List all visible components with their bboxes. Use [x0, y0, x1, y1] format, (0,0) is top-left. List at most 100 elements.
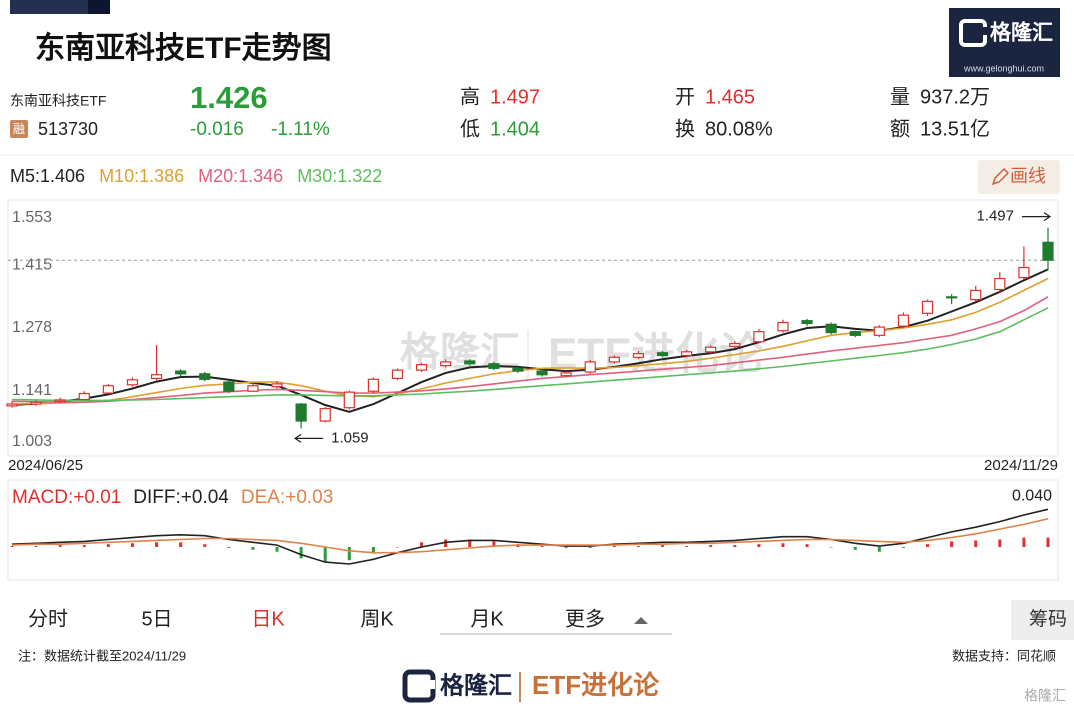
macd-bar	[203, 544, 207, 548]
candle-body	[921, 300, 934, 314]
candle-body	[897, 314, 910, 327]
macd-bar	[299, 547, 303, 559]
candle-body	[464, 360, 476, 365]
legend-entry: MACD:+0.01	[12, 487, 121, 508]
tab[interactable]: 5日	[141, 608, 172, 630]
footer-source: 数据支持：同花顺	[952, 648, 1056, 663]
y-tick-label: 1.278	[12, 319, 52, 336]
macd-bar	[950, 541, 954, 548]
tab[interactable]: 日K	[251, 608, 285, 630]
macd-bar	[155, 542, 159, 548]
annotation: 1.059	[331, 429, 369, 446]
candle-body	[223, 381, 235, 392]
ma-line	[11, 277, 1049, 405]
candle-body	[512, 367, 524, 372]
macd-bar	[709, 545, 713, 548]
macd-panel	[7, 479, 1059, 581]
brand-icon	[421, 680, 435, 689]
price-panel	[7, 199, 1059, 457]
candle-body	[753, 331, 765, 343]
macd-bar	[998, 539, 1002, 548]
legend-entry: M20:1.346	[198, 166, 283, 186]
tab[interactable]: 分时	[28, 607, 68, 630]
ma-line	[11, 296, 1049, 403]
stat-label: 低	[460, 117, 480, 140]
corner-mark: 格隆汇	[1024, 688, 1066, 704]
y-tick-label: 1.003	[12, 433, 52, 450]
annotation-arrowhead	[1043, 212, 1052, 222]
page-title: 东南亚科技ETF走势图	[35, 31, 332, 65]
macd-bar	[685, 546, 689, 548]
x-tick-label: 2024/11/29	[984, 457, 1058, 474]
change-pct: -1.11%	[271, 119, 330, 140]
y-tick-label: 1.141	[12, 382, 52, 399]
macd-bar	[82, 545, 86, 548]
logo-url: www.gelonghui.com	[963, 63, 1044, 73]
candle-body	[150, 374, 163, 380]
candle-body	[6, 403, 18, 407]
candle-body	[175, 370, 187, 375]
candle-body	[30, 401, 42, 405]
macd-bar	[926, 544, 930, 548]
legend-entry: M5:1.406	[10, 166, 85, 186]
stat-label: 量	[890, 86, 910, 108]
chips-button-bg	[1011, 600, 1074, 640]
annotation-arrowhead	[294, 433, 302, 443]
candle-body	[994, 277, 1006, 291]
macd-bar	[853, 547, 857, 550]
price: 1.426	[190, 80, 268, 115]
candle-body	[801, 320, 813, 325]
tab[interactable]: 更多	[565, 607, 605, 630]
chips-button[interactable]: 筹码	[1011, 600, 1074, 640]
macd-bar	[468, 539, 472, 548]
candle-body	[584, 361, 596, 373]
macd-bar	[1046, 537, 1050, 548]
macd-bar	[251, 547, 255, 550]
ma-line	[11, 307, 1049, 402]
draw-button[interactable]: 画线	[978, 160, 1060, 194]
macd-bar	[974, 540, 978, 548]
macd-bar	[588, 547, 592, 548]
candle-body	[946, 296, 958, 299]
candle-body	[199, 373, 211, 380]
candle-body	[78, 392, 90, 401]
macd-line	[11, 518, 1049, 554]
macd-bar	[492, 541, 496, 548]
candle-body	[367, 378, 379, 392]
logo-icon	[975, 27, 987, 35]
macd-bar	[58, 545, 62, 548]
draw-button-bg	[978, 160, 1060, 194]
stat-value: 80.08%	[705, 118, 773, 140]
logo-text: 格隆汇	[990, 21, 1053, 45]
pencil-icon	[991, 167, 1010, 186]
macd-bar	[661, 545, 665, 548]
macd-bar	[781, 543, 785, 548]
macd-bar	[757, 544, 761, 548]
macd-bar	[901, 547, 905, 548]
badge: 融	[13, 122, 25, 136]
footer-note: 注：数据统计截至2024/11/29	[18, 648, 186, 663]
fund-name: 东南亚科技ETF	[10, 93, 106, 109]
macd-bar	[323, 547, 327, 563]
badge-box	[10, 120, 28, 138]
top-decor	[88, 0, 110, 14]
tab[interactable]: 月K	[470, 608, 504, 630]
macd-line	[11, 508, 1049, 565]
macd-bar	[371, 547, 375, 554]
candle-body	[391, 369, 404, 380]
legend-entry: DEA:+0.03	[241, 487, 333, 508]
candle-body	[681, 351, 693, 357]
brand-logo: 格隆汇	[440, 671, 512, 699]
brand-column: ETF进化论	[532, 670, 660, 700]
y-tick-label: 1.415	[12, 256, 52, 273]
annotation: 1.497	[976, 208, 1014, 225]
tab[interactable]: 周K	[360, 608, 394, 630]
stat-label: 开	[675, 86, 695, 108]
macd-bar	[275, 547, 279, 552]
macd-bar	[805, 544, 809, 548]
macd-bar	[612, 546, 616, 548]
more-caret	[634, 617, 648, 624]
macd-bar	[227, 547, 231, 548]
